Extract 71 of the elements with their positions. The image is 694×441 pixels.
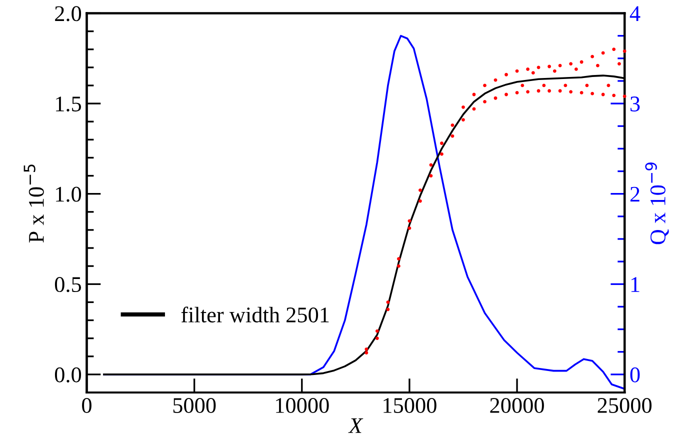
point (536, 66, 540, 70)
point (590, 92, 594, 96)
point (375, 329, 379, 333)
point (408, 226, 412, 230)
point (408, 219, 412, 223)
point (462, 105, 465, 109)
point (558, 64, 562, 68)
point (536, 89, 540, 93)
point (542, 84, 546, 88)
y-tick-label: 0.5 (54, 277, 82, 292)
point (397, 257, 400, 261)
y2-tick-label: 2 (630, 186, 640, 202)
y-tick-label: 1.5 (56, 96, 82, 112)
point (569, 62, 573, 66)
y-tick-label: 1.0 (56, 186, 82, 202)
point (569, 90, 573, 94)
y2-axis-title: Q x 10$^{−9}$ (645, 162, 669, 244)
y-tick-label: 0.0 (54, 367, 82, 382)
point (515, 90, 519, 94)
y-tick-label: 2.0 (55, 6, 82, 22)
point (386, 300, 390, 304)
point (375, 336, 379, 340)
point (504, 92, 508, 96)
point (526, 90, 530, 94)
point (440, 152, 444, 156)
point (558, 89, 562, 93)
legend-label: filter width 2501 (181, 306, 329, 322)
x-tick-label: 25000 (598, 398, 652, 413)
point (580, 90, 584, 94)
point (483, 84, 486, 88)
point (596, 64, 600, 68)
point (418, 188, 422, 192)
point (440, 142, 444, 145)
x-tick-label: 0 (82, 398, 92, 413)
y2-tick-label: 3 (630, 96, 640, 112)
point (548, 64, 551, 68)
point (612, 94, 616, 98)
point (520, 84, 524, 88)
point (450, 124, 454, 127)
point (364, 351, 368, 354)
point (429, 163, 433, 167)
point (564, 84, 568, 88)
point (462, 118, 465, 122)
point (483, 100, 486, 104)
point (552, 69, 556, 73)
point (612, 48, 616, 52)
y2-tick-label: 4 (630, 6, 640, 21)
y2-tick-label: 0 (630, 367, 640, 382)
point (429, 174, 433, 178)
point (531, 71, 535, 75)
x-tick-label: 20000 (490, 398, 544, 413)
x-tick-label: 5000 (173, 398, 216, 413)
point (494, 96, 498, 100)
point (622, 49, 626, 53)
point (386, 308, 390, 312)
point (574, 68, 578, 71)
point (504, 72, 508, 76)
y-axis-title: P x 10$^{−5}$ (24, 164, 44, 243)
point (618, 62, 621, 66)
point (590, 54, 594, 58)
x-axis-title: X (348, 418, 364, 433)
point (622, 94, 626, 98)
point (364, 347, 368, 351)
point (548, 89, 551, 93)
point (526, 68, 530, 71)
point (397, 264, 400, 268)
point (418, 199, 422, 203)
x-tick-label: 10000 (276, 398, 329, 413)
x-tick-label: 15000 (384, 398, 436, 413)
point (601, 51, 605, 55)
y2-tick-label: 1 (631, 277, 640, 292)
